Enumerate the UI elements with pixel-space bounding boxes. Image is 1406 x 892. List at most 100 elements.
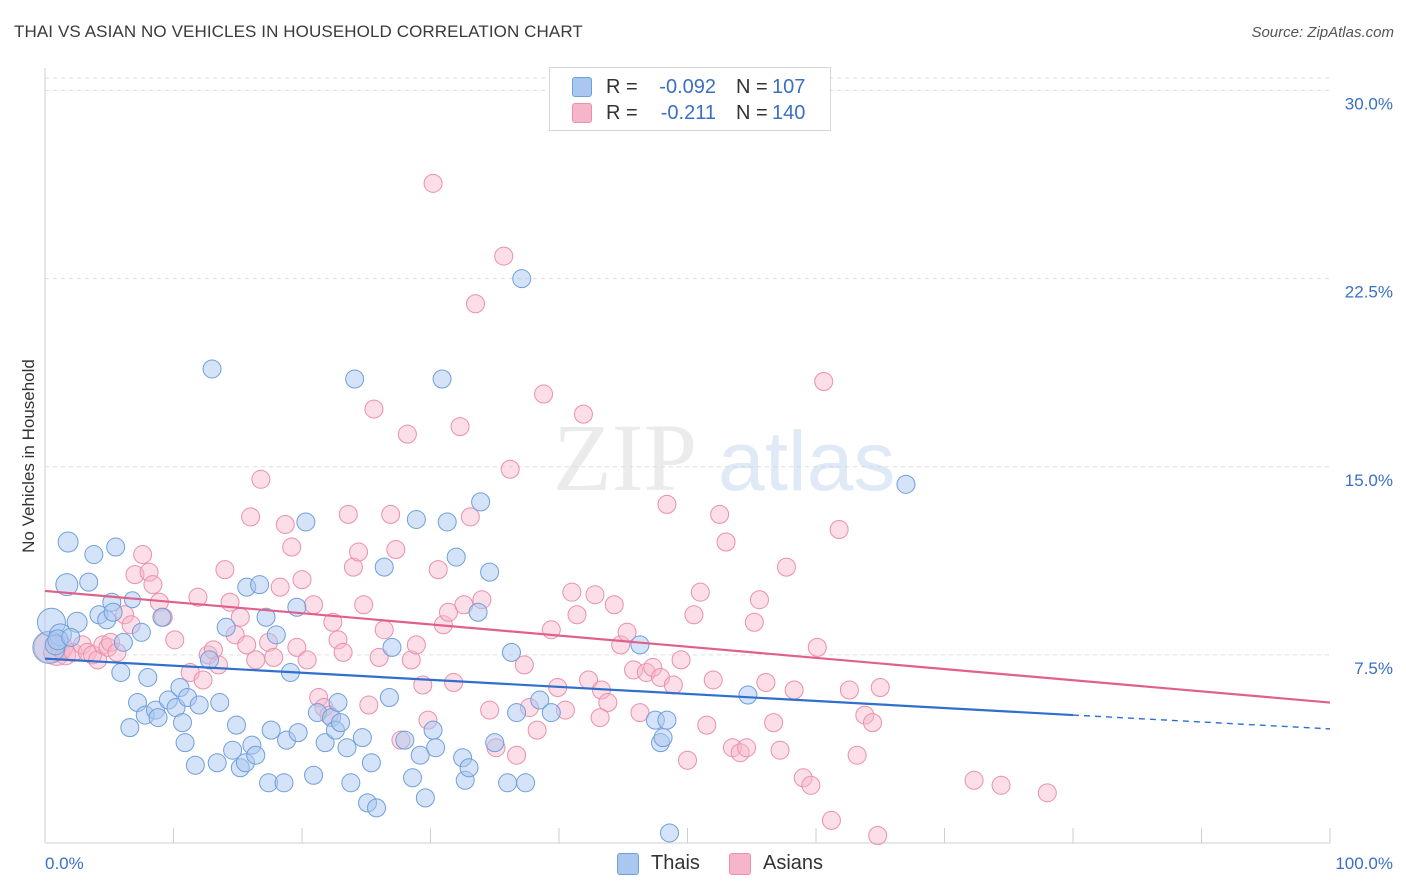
asian-point xyxy=(730,743,750,763)
watermark-atlas: atlas xyxy=(718,414,895,508)
legend-n-label: N = xyxy=(736,101,768,124)
asian-point xyxy=(374,620,394,640)
thai-point xyxy=(471,492,491,512)
legend-r-value: -0.211 xyxy=(660,101,716,124)
legend-item-asians[interactable]: Asians xyxy=(729,852,823,875)
asian-point xyxy=(839,680,859,700)
asian-point xyxy=(1037,783,1057,803)
thai-point xyxy=(304,765,324,785)
thai-point xyxy=(216,617,236,637)
asian-point xyxy=(188,587,208,607)
thai-point xyxy=(103,602,123,622)
watermark: ZIP atlas xyxy=(553,404,895,511)
asian-point xyxy=(814,371,834,391)
asian-point xyxy=(304,595,324,615)
asian-point xyxy=(465,294,485,314)
asian-point xyxy=(684,605,704,625)
asian-point xyxy=(710,504,730,524)
asian-point xyxy=(500,459,520,479)
asian-point xyxy=(657,494,677,514)
axes xyxy=(44,68,1331,844)
asian-point xyxy=(793,768,813,788)
y-tick-label: 7.5% xyxy=(1354,659,1393,678)
asian-point xyxy=(567,605,587,625)
chart-title: THAI VS ASIAN NO VEHICLES IN HOUSEHOLD C… xyxy=(14,22,583,41)
y-tick-label: 30.0% xyxy=(1345,95,1393,114)
asian-point xyxy=(237,635,257,655)
thai-point xyxy=(328,693,348,713)
thai-point xyxy=(541,703,561,723)
thai-point xyxy=(189,695,209,715)
asian-point xyxy=(338,504,358,524)
asian-point xyxy=(460,507,480,527)
asian-point xyxy=(744,612,764,632)
thai-point xyxy=(202,359,222,379)
asian-point xyxy=(88,650,108,670)
thai-point xyxy=(337,738,357,758)
thai-point xyxy=(111,662,131,682)
thai-point xyxy=(84,545,104,565)
thai-point xyxy=(113,632,133,652)
legend-row-thais: R = -0.092 N = 107 xyxy=(572,74,805,100)
asian-point xyxy=(829,519,849,539)
thai-point xyxy=(367,798,387,818)
asian-point xyxy=(264,647,284,667)
thai-point xyxy=(738,685,758,705)
legend-swatch-asians xyxy=(729,852,751,875)
asian-point xyxy=(328,630,348,650)
asian-point xyxy=(241,507,261,527)
thai-point xyxy=(432,369,452,389)
thai-point xyxy=(660,823,680,843)
thai-point xyxy=(507,703,527,723)
asian-point xyxy=(801,775,821,795)
thai-point xyxy=(185,755,205,775)
asian-point xyxy=(716,532,736,552)
asian-point xyxy=(165,630,185,650)
legend-item-thais[interactable]: Thais xyxy=(617,852,700,875)
asian-point xyxy=(964,770,984,790)
asian-point xyxy=(562,582,582,602)
thai-point xyxy=(266,625,286,645)
asian-point xyxy=(534,384,554,404)
y-tick-label: 15.0% xyxy=(1345,471,1393,490)
thai-point xyxy=(172,713,192,733)
asian-point xyxy=(678,750,697,770)
asian-trend-line xyxy=(44,589,1331,704)
thai-point xyxy=(341,773,361,793)
asian-point xyxy=(737,738,757,758)
asian-point xyxy=(333,642,353,662)
asian-point xyxy=(604,595,624,615)
asian-point xyxy=(323,612,343,632)
thai-point xyxy=(379,688,399,708)
thai-point xyxy=(207,753,227,773)
thai-point xyxy=(403,768,423,788)
asian-point xyxy=(756,672,776,692)
legend-n-label: N = xyxy=(736,75,768,98)
legend-r-label: R = xyxy=(606,101,638,124)
thai-point xyxy=(148,708,168,728)
x-tick-label: 0.0% xyxy=(45,854,84,873)
thai-point xyxy=(57,531,79,553)
asian-point xyxy=(585,585,605,605)
asian-point xyxy=(636,662,656,682)
asian-point xyxy=(643,657,663,677)
thai-point xyxy=(896,474,916,494)
asian-point xyxy=(287,637,307,657)
asian-point xyxy=(438,602,458,622)
legend-swatch-thais xyxy=(572,77,592,97)
thai-point xyxy=(352,728,372,748)
thai-point xyxy=(250,575,270,595)
asian-point xyxy=(246,650,266,670)
thai-point xyxy=(256,607,276,627)
thai-point xyxy=(226,715,246,735)
thai-point xyxy=(406,509,426,529)
asian-point xyxy=(671,650,691,670)
thai-point xyxy=(501,642,521,662)
thai-point xyxy=(288,723,308,743)
asian-point xyxy=(598,693,618,713)
x-tick-label: 100.0% xyxy=(1335,854,1393,873)
asian-point xyxy=(863,713,883,733)
asian-point xyxy=(690,582,710,602)
asian-point xyxy=(821,810,841,830)
